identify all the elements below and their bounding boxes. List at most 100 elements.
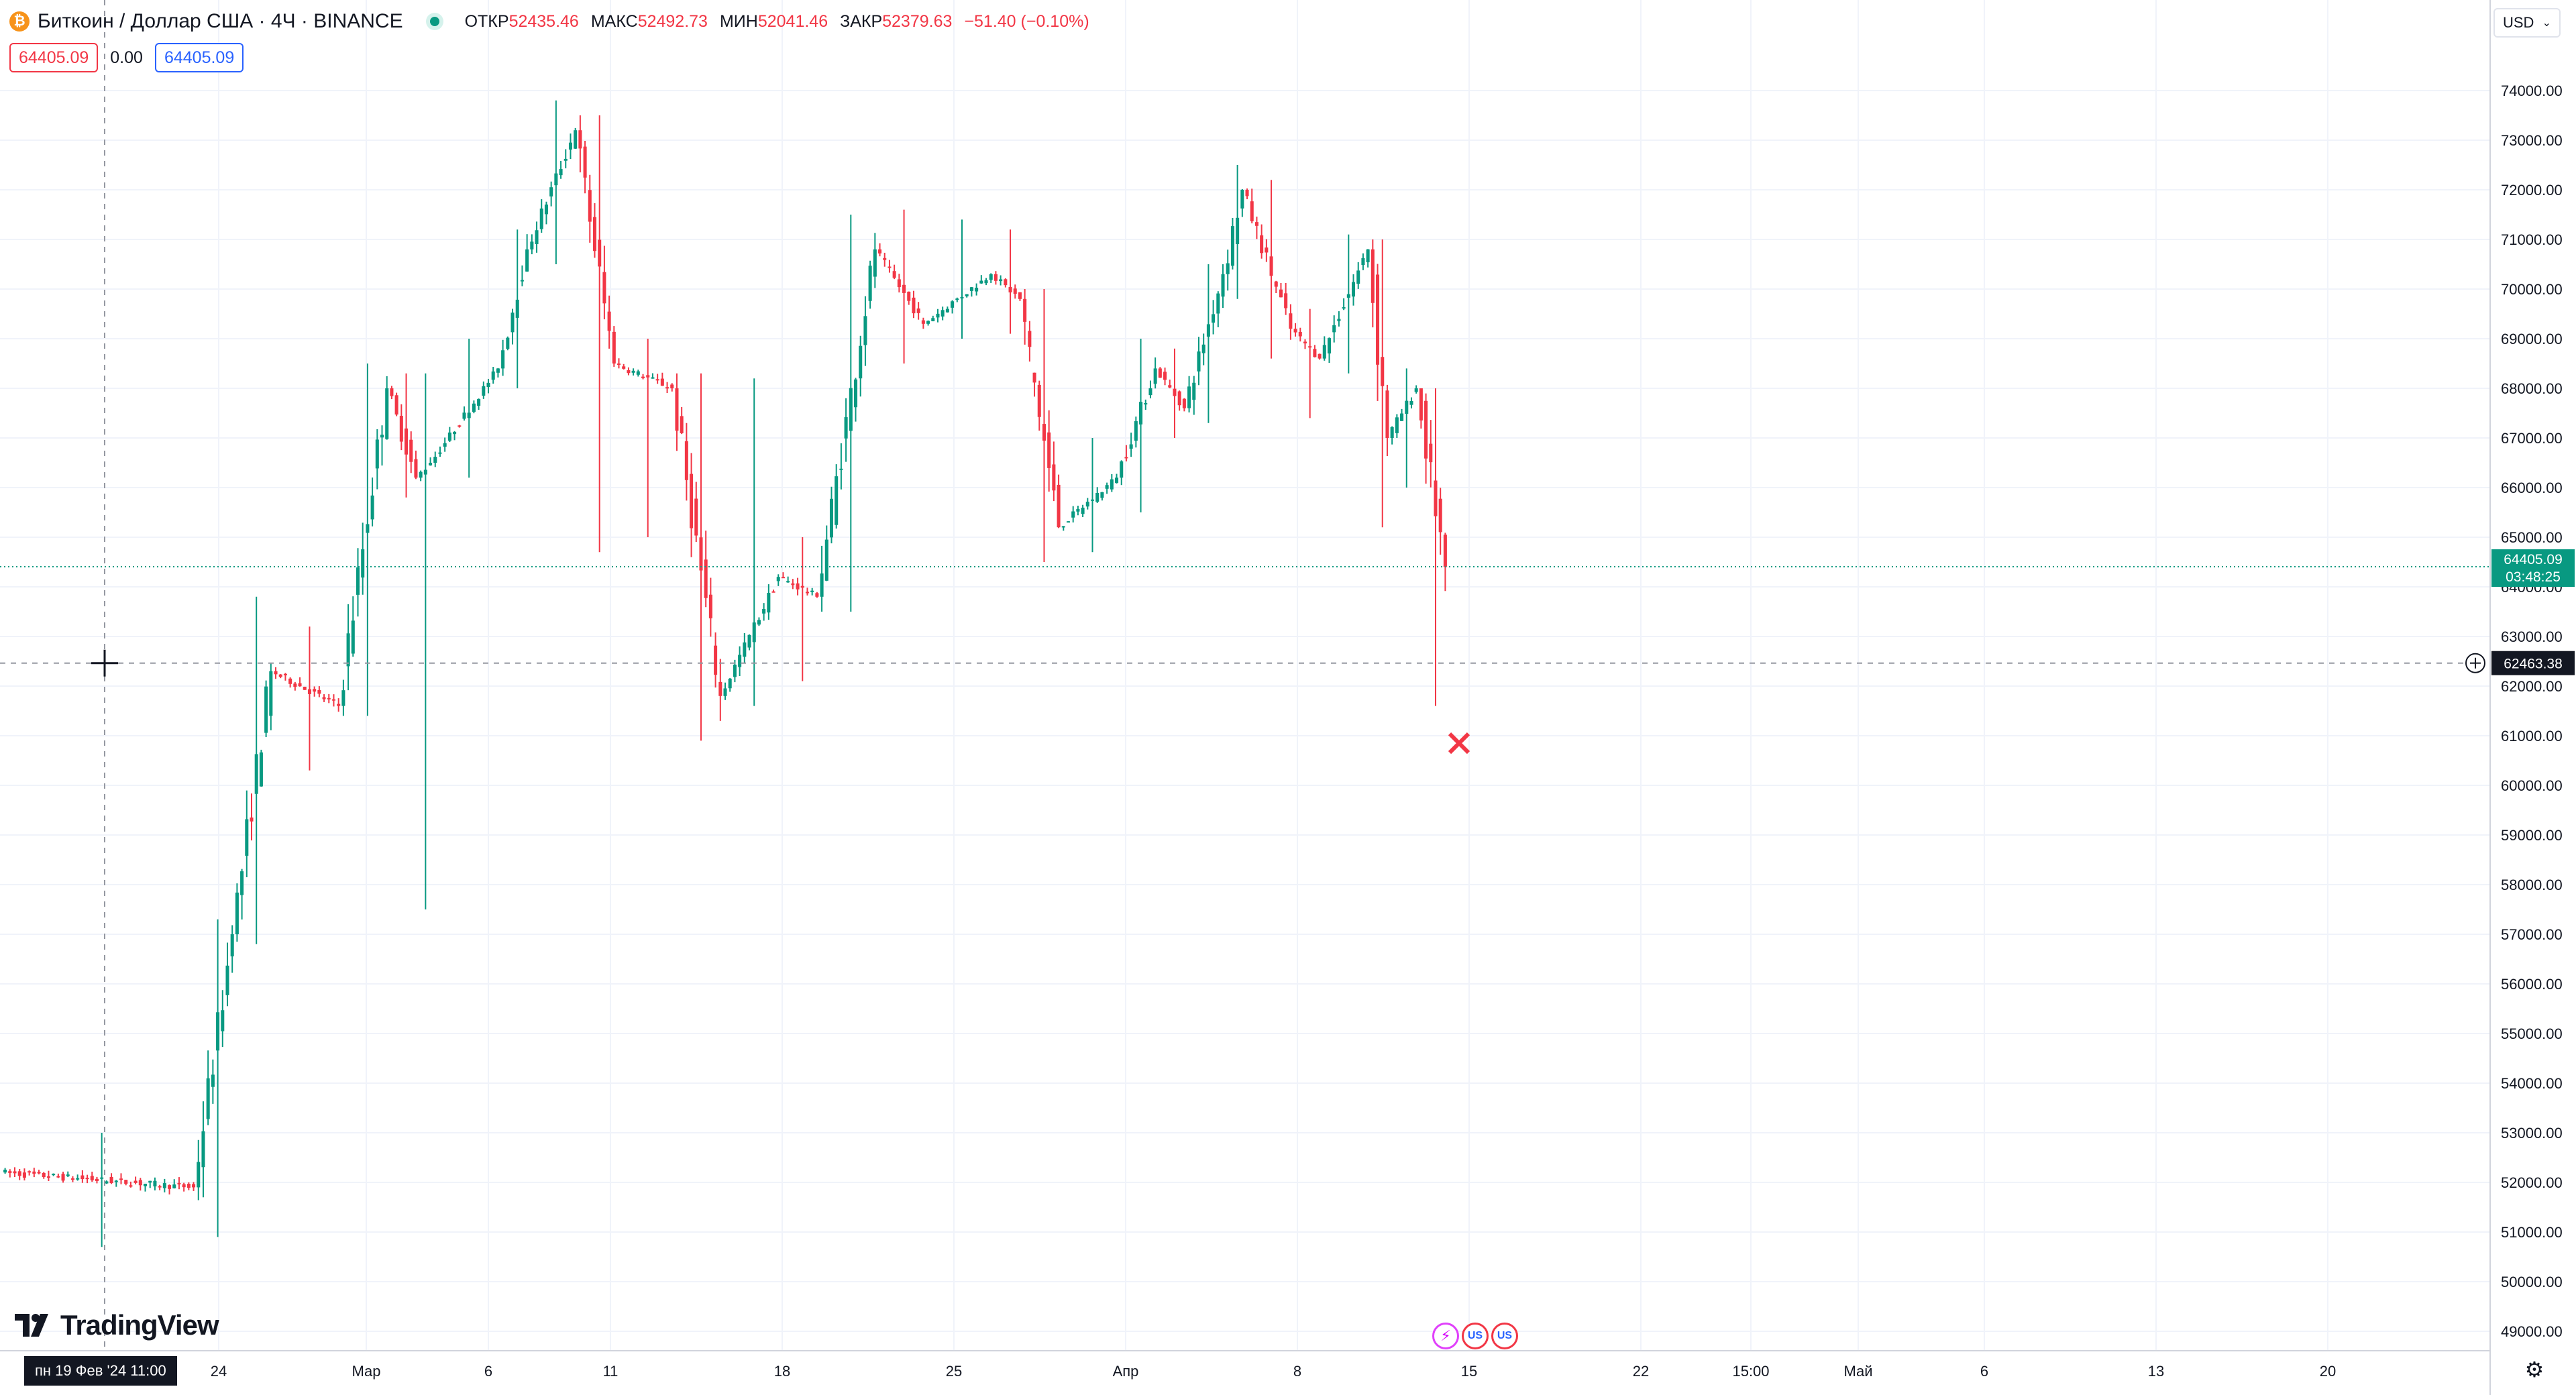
candle (1085, 498, 1089, 510)
close-label: ЗАКР (840, 11, 883, 31)
candle (1182, 398, 1186, 412)
candle-body (592, 217, 597, 252)
tradingview-logo[interactable]: TradingView (15, 1309, 219, 1341)
candle-body (254, 754, 258, 794)
candle-body (182, 1184, 186, 1188)
currency-select[interactable]: USD ⌄ (2493, 8, 2561, 38)
candle-body (351, 620, 355, 654)
candle (994, 271, 998, 285)
candle-body (549, 187, 553, 197)
time-axis: 24 Мар 6 11 18 25 Апр 8 15 22 15:00 Май 6 13 20 (211, 1363, 2336, 1380)
candle-body (1124, 457, 1128, 459)
candle-body (177, 1182, 181, 1184)
candle-body (616, 364, 621, 365)
candle-body (61, 1174, 65, 1181)
candle (1405, 368, 1409, 488)
candle-body (1376, 274, 1380, 365)
candle-body (752, 622, 756, 643)
candle (1260, 224, 1264, 259)
candle (390, 386, 394, 400)
symbol-title[interactable]: Биткоин / Доллар США · 4Ч · BINANCE (38, 10, 403, 32)
candle (114, 1180, 118, 1187)
candle (670, 383, 674, 392)
candle-body (486, 382, 490, 388)
candle (423, 373, 427, 909)
candle-body (394, 395, 398, 415)
us-flag-icon[interactable]: US (1491, 1323, 1518, 1349)
bitcoin-icon: ₿ (9, 11, 30, 32)
price-tick-label: 74000.00 (2501, 82, 2563, 99)
candle-body (1066, 521, 1071, 523)
price-tick-label: 66000.00 (2501, 480, 2563, 496)
candle (129, 1181, 133, 1188)
buy-button[interactable]: 64405.09 (154, 43, 244, 72)
change-value: −51.40 (−0.10%) (964, 11, 1089, 31)
candle (723, 682, 727, 700)
candle (1158, 367, 1162, 378)
candle-body (42, 1172, 46, 1178)
price-tick-label: 61000.00 (2501, 728, 2563, 744)
candle (1269, 180, 1273, 359)
candle-body (762, 609, 766, 614)
candle-body (622, 366, 626, 369)
time-tick-label: Май (1843, 1363, 1872, 1380)
candle-body (723, 688, 727, 696)
chart-legend: ₿ Биткоин / Доллар США · 4Ч · BINANCE ОТ… (9, 8, 1089, 35)
candle-body (1332, 325, 1336, 333)
candle (56, 1173, 60, 1178)
us-flag-icon[interactable]: US (1462, 1323, 1489, 1349)
chart-overlays: 64405.09 03:48:25 62463.38 (0, 0, 2575, 1351)
candle-body (598, 239, 602, 267)
candle (839, 443, 843, 490)
candle (303, 686, 307, 690)
candle (1187, 376, 1191, 412)
gear-icon[interactable]: ⚙ (2524, 1357, 2544, 1382)
candle (95, 1176, 99, 1184)
candle (1206, 264, 1210, 423)
low-value: 52041.46 (757, 11, 828, 31)
candle (288, 677, 292, 688)
candle (458, 425, 462, 428)
candle (1284, 282, 1288, 315)
candle-body (815, 593, 819, 597)
candle-body (168, 1185, 172, 1189)
candle-body (1226, 263, 1230, 274)
candle (655, 374, 659, 384)
candle-body (1057, 484, 1061, 528)
candle (941, 306, 945, 321)
candle-body (684, 441, 688, 480)
time-tick-label: 15:00 (1732, 1363, 1769, 1380)
candle (1236, 165, 1240, 299)
candle-body (1265, 247, 1269, 253)
candle-body (458, 425, 462, 427)
candle-body (22, 1172, 26, 1178)
lightning-icon[interactable]: ⚡ (1432, 1323, 1459, 1349)
candle-body (1221, 274, 1225, 297)
candle-body (225, 965, 229, 995)
candle-body (960, 296, 964, 298)
candle-body (52, 1174, 56, 1176)
candle (612, 326, 616, 367)
time-tick-label: 8 (1293, 1363, 1301, 1380)
candle-body (824, 539, 828, 581)
candle-body (423, 469, 427, 475)
candle-body (665, 387, 669, 389)
candle (805, 588, 809, 596)
candle (100, 1133, 104, 1247)
candle-body (331, 699, 335, 701)
spread-value: 0.00 (110, 48, 143, 67)
candle-body (791, 583, 795, 585)
candle-body (491, 371, 495, 380)
candle (1342, 298, 1346, 311)
candle (1289, 304, 1293, 340)
candle-body (390, 388, 394, 396)
sell-button[interactable]: 64405.09 (9, 43, 99, 72)
candle-body (892, 271, 896, 278)
candle-body (133, 1180, 138, 1183)
candle-body (405, 428, 409, 455)
candle (153, 1177, 157, 1190)
candle (786, 576, 790, 583)
candle-body (206, 1078, 210, 1119)
candle-body (771, 591, 775, 593)
